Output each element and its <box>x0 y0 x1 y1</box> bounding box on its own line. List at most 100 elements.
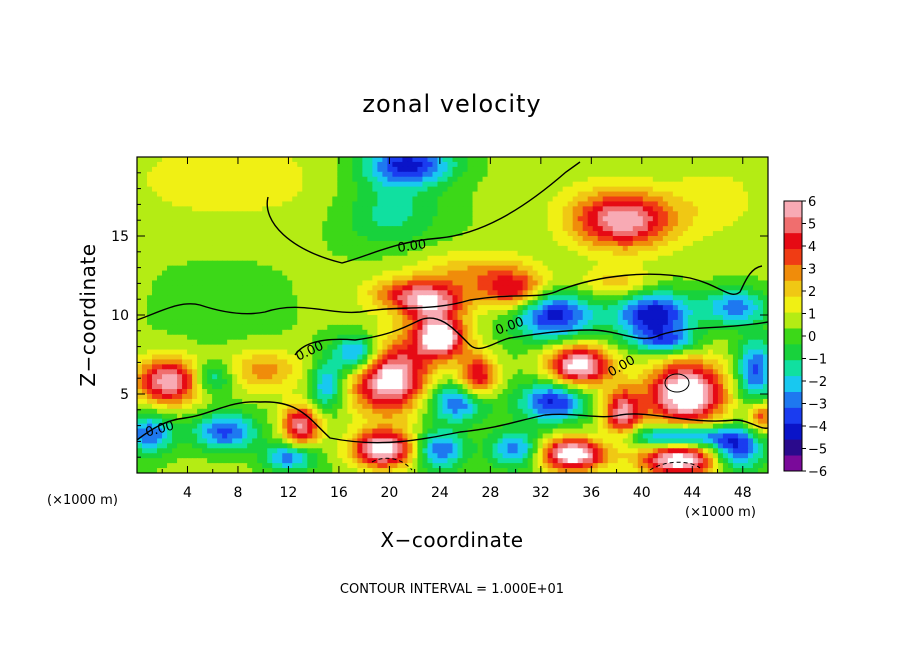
heatmap-cell <box>582 280 589 286</box>
heatmap-cell <box>312 260 318 267</box>
heatmap-cell <box>167 201 173 207</box>
heatmap-cell <box>227 349 233 356</box>
heatmap-cell <box>432 265 439 272</box>
heatmap-cell <box>692 171 699 178</box>
heatmap-cell <box>212 206 218 212</box>
heatmap-cell <box>647 319 654 326</box>
heatmap-cell <box>157 231 163 237</box>
heatmap-cell <box>722 231 729 237</box>
heatmap-cell <box>492 290 499 296</box>
heatmap-cell <box>482 270 489 277</box>
heatmap-cell <box>652 157 659 163</box>
heatmap-cell <box>307 231 313 237</box>
heatmap-cell <box>407 226 414 232</box>
heatmap-cell <box>612 201 619 207</box>
heatmap-cell <box>417 221 424 227</box>
heatmap-cell <box>597 334 604 341</box>
heatmap-cell <box>437 221 444 227</box>
heatmap-cell <box>317 226 323 232</box>
heatmap-cell <box>197 250 203 257</box>
heatmap-cell <box>192 166 198 173</box>
heatmap-cell <box>762 166 768 173</box>
heatmap-cell <box>232 290 238 296</box>
heatmap-cell <box>342 245 348 252</box>
heatmap-cell <box>547 176 554 183</box>
heatmap-cell <box>637 245 644 252</box>
heatmap-cell <box>587 305 594 311</box>
heatmap-cell <box>677 265 684 272</box>
heatmap-cell <box>542 260 549 267</box>
heatmap-cell <box>357 191 363 198</box>
heatmap-cell <box>737 305 744 311</box>
heatmap-cell <box>307 319 313 326</box>
heatmap-cell <box>392 255 399 262</box>
heatmap-cell <box>517 255 524 262</box>
heatmap-cell <box>512 349 519 356</box>
heatmap-cell <box>192 226 198 232</box>
heatmap-cell <box>642 201 649 207</box>
heatmap-cell <box>212 265 218 272</box>
heatmap-cell <box>517 265 524 272</box>
heatmap-cell <box>542 201 549 207</box>
heatmap-cell <box>492 166 499 173</box>
heatmap-cell <box>702 275 709 282</box>
heatmap-cell <box>512 295 519 301</box>
heatmap-cell <box>322 300 328 306</box>
heatmap-cell <box>522 191 529 198</box>
heatmap-cell <box>577 275 584 282</box>
heatmap-cell <box>547 339 554 346</box>
heatmap-cell <box>497 206 504 212</box>
heatmap-cell <box>642 339 649 346</box>
heatmap-cell <box>487 329 494 336</box>
heatmap-cell <box>142 186 148 193</box>
heatmap-cell <box>762 171 768 178</box>
heatmap-cell <box>687 319 694 326</box>
heatmap-cell <box>707 315 714 321</box>
heatmap-cell <box>707 157 714 163</box>
heatmap-cell <box>762 216 768 222</box>
heatmap-cell <box>497 290 504 296</box>
heatmap-cell <box>232 161 238 168</box>
heatmap-cell <box>382 319 388 326</box>
heatmap-cell <box>362 349 368 356</box>
heatmap-cell <box>737 211 744 217</box>
heatmap-cell <box>657 216 664 222</box>
heatmap-cell <box>462 295 469 301</box>
heatmap-cell <box>707 166 714 173</box>
heatmap-cell <box>592 275 599 282</box>
heatmap-cell <box>607 236 614 242</box>
heatmap-cell <box>597 206 604 212</box>
heatmap-cell <box>332 290 338 296</box>
heatmap-cell <box>167 349 173 356</box>
heatmap-cell <box>607 176 614 183</box>
heatmap-cell <box>352 191 358 198</box>
heatmap-cell <box>147 245 153 252</box>
heatmap-cell <box>457 181 464 188</box>
heatmap-cell <box>197 319 203 326</box>
heatmap-cell <box>402 344 409 351</box>
heatmap-cell <box>577 324 584 331</box>
heatmap-cell <box>377 265 383 272</box>
heatmap-cell <box>662 171 669 178</box>
heatmap-cell <box>217 310 223 316</box>
heatmap-cell <box>407 166 414 173</box>
heatmap-cell <box>392 240 399 247</box>
heatmap-cell <box>412 226 419 232</box>
heatmap-cell <box>212 186 218 193</box>
heatmap-cell <box>177 171 183 178</box>
heatmap-cell <box>417 166 424 173</box>
heatmap-cell <box>712 265 719 272</box>
heatmap-cell <box>762 329 768 336</box>
heatmap-cell <box>187 339 193 346</box>
heatmap-cell <box>732 240 739 247</box>
heatmap-cell <box>437 280 444 286</box>
heatmap-cell <box>257 265 263 272</box>
heatmap-cell <box>657 196 664 203</box>
heatmap-cell <box>602 305 609 311</box>
heatmap-cell <box>172 300 178 306</box>
heatmap-cell <box>582 265 589 272</box>
heatmap-cell <box>212 310 218 316</box>
heatmap-cell <box>297 191 303 198</box>
heatmap-cell <box>687 201 694 207</box>
heatmap-cell <box>617 270 624 277</box>
